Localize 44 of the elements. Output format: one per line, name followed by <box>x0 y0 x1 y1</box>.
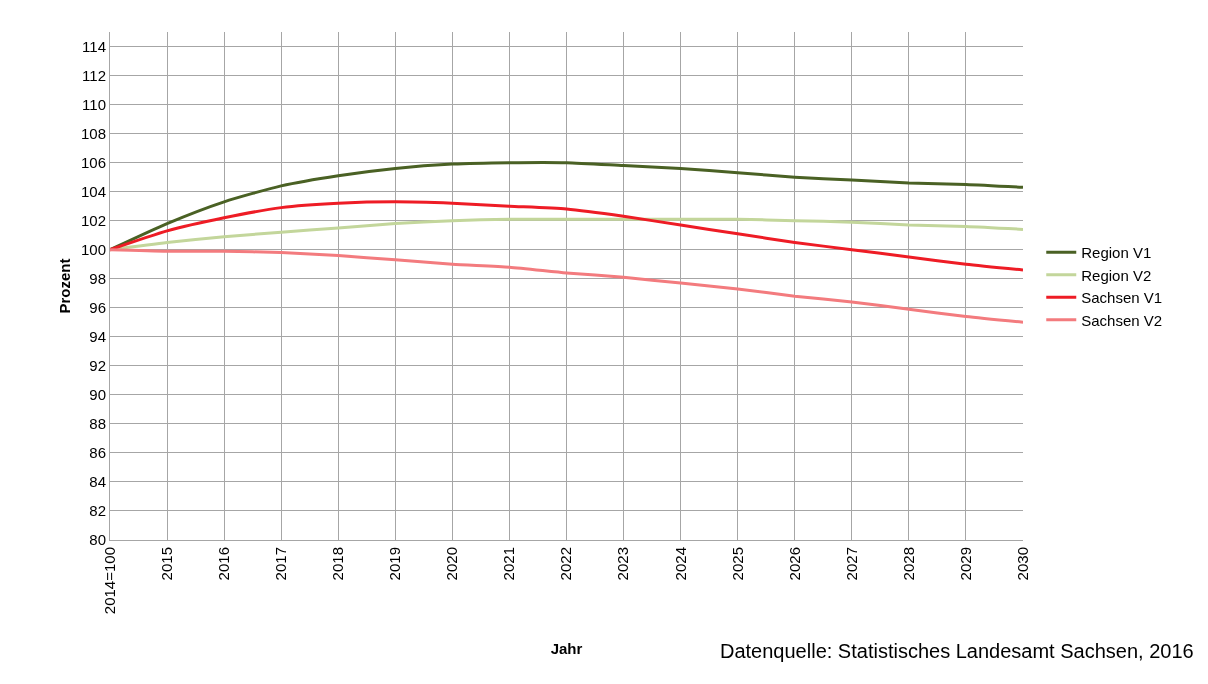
y-tick-label: 92 <box>89 357 106 375</box>
y-tick-label: 80 <box>89 531 106 549</box>
y-tick-label: 104 <box>80 182 106 200</box>
y-tick-label: 82 <box>89 502 106 520</box>
y-tick-label: 98 <box>89 269 106 287</box>
y-tick-label: 100 <box>80 240 106 258</box>
y-tick-label: 108 <box>80 124 106 142</box>
x-tick-label: 2019 <box>386 547 404 581</box>
x-tick-label: 2030 <box>1013 547 1031 581</box>
x-tick-label: 2020 <box>443 547 461 581</box>
x-tick-label: 2026 <box>785 547 803 581</box>
legend-label: Region V1 <box>1081 244 1152 262</box>
x-tick-label: 2021 <box>500 547 518 581</box>
x-tick-label: 2017 <box>272 547 290 581</box>
y-tick-label: 110 <box>82 95 106 113</box>
x-tick-label: 2022 <box>557 547 575 581</box>
x-tick-label: 2015 <box>157 547 175 581</box>
y-axis-title: Prozent <box>56 258 73 314</box>
x-tick-label: 2024 <box>671 547 689 581</box>
legend-label: Sachsen V1 <box>1081 289 1163 307</box>
legend-label: Region V2 <box>1081 266 1152 284</box>
x-tick-label: 2016 <box>215 547 233 581</box>
x-tick-label: 2025 <box>728 547 746 581</box>
y-tick-label: 102 <box>80 211 106 229</box>
x-tick-label: 2014=100 <box>100 547 118 615</box>
y-tick-label: 86 <box>89 444 106 462</box>
y-tick-label: 88 <box>89 415 106 433</box>
y-tick-label: 96 <box>89 299 106 317</box>
line-series <box>110 248 1023 324</box>
x-tick-label: 2028 <box>899 547 917 581</box>
x-tick-label: 2029 <box>956 547 974 581</box>
y-tick-label: 94 <box>89 328 106 346</box>
y-tick-label: 114 <box>82 37 106 55</box>
y-tick-label: 112 <box>82 66 106 84</box>
text: Datenquelle: Statistisches Landesamt Sachsen, 2016 <box>720 640 1194 662</box>
legend-label: Sachsen V2 <box>1081 311 1163 329</box>
line-series <box>110 200 1023 272</box>
x-tick-label: 2023 <box>614 547 632 581</box>
y-tick-label: 106 <box>80 153 106 171</box>
x-tick-label: 2018 <box>329 547 347 581</box>
y-tick-label: 84 <box>89 473 106 491</box>
y-tick-label: 90 <box>89 386 106 404</box>
x-tick-label: 2027 <box>842 547 860 581</box>
x-axis-title: Jahr <box>550 640 583 658</box>
